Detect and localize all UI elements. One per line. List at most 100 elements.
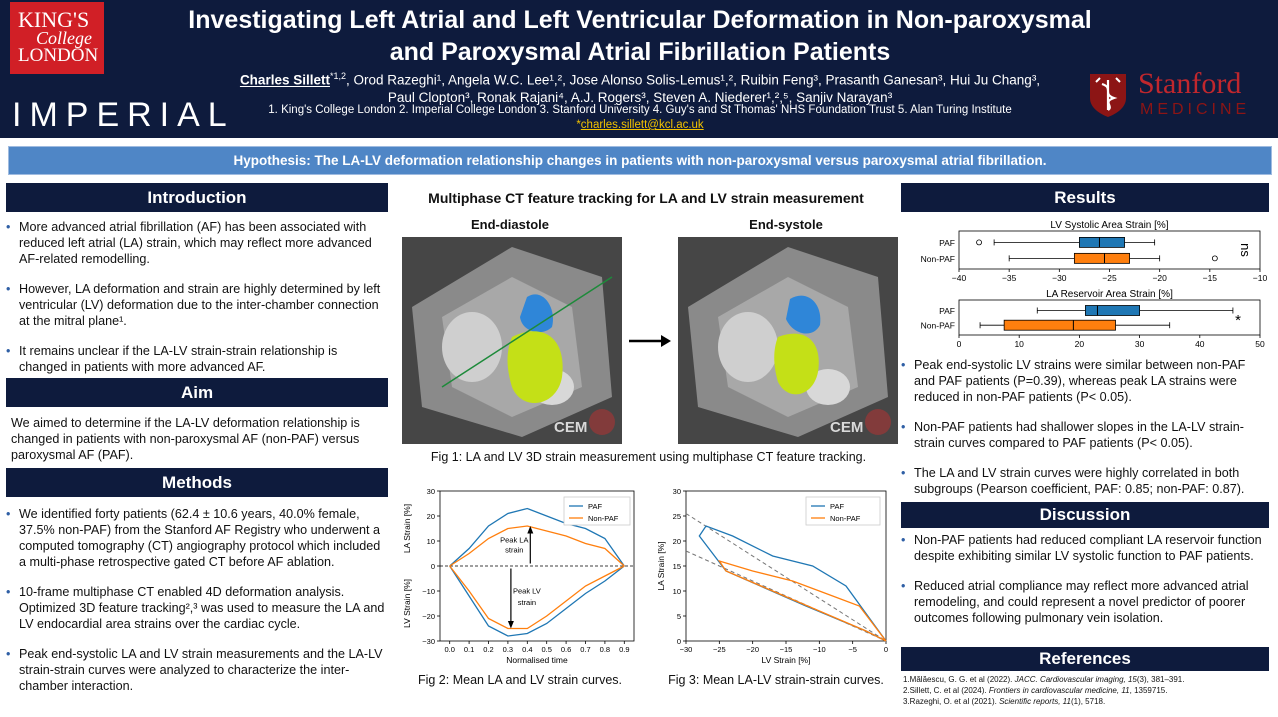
x-tick-label: 0.7	[580, 645, 590, 654]
significance-label: ns	[1238, 243, 1253, 257]
box-non-paf	[1073, 252, 1130, 264]
y-tick-label: −20	[422, 612, 435, 621]
reference-item: 2.Sillett, C. et al (2024). Frontiers in…	[903, 685, 1271, 696]
references-list: 1.Mălăescu, G. G. et al (2022). JACC. Ca…	[903, 674, 1271, 707]
ct-image-end-diastole: CEM	[402, 237, 622, 444]
y-tick-label: 10	[427, 537, 435, 546]
x-tick-label: 0.4	[522, 645, 532, 654]
list-item: 10-frame multiphase CT enabled 4D deform…	[6, 584, 388, 632]
kcl-logo-line2: College	[36, 28, 92, 48]
lv-curve-non-paf	[449, 565, 625, 630]
cemrg-watermark: CEM	[830, 419, 863, 436]
x-axis-label: Normalised time	[506, 655, 568, 665]
category-label: Non-PAF	[921, 254, 955, 264]
category-label: PAF	[939, 238, 955, 248]
box-paf	[1078, 236, 1125, 248]
poster-title: Investigating Left Atrial and Left Ventr…	[150, 4, 1130, 68]
annotation-label: strain	[505, 545, 523, 554]
list-item: Non-PAF patients had shallower slopes in…	[901, 419, 1269, 451]
x-tick-label: −5	[848, 645, 857, 654]
header-banner: KING'S College LONDON IMPERIAL Investiga…	[0, 0, 1278, 138]
presenter-sup: *1,2	[329, 71, 346, 81]
y-tick-label: 10	[673, 587, 681, 596]
significance-label: *	[1235, 312, 1241, 329]
presenter-name: Charles Sillett	[239, 72, 330, 88]
title-line-1: Investigating Left Atrial and Left Ventr…	[188, 6, 1092, 34]
email-link[interactable]: charles.sillett@kcl.ac.uk	[580, 119, 704, 131]
y-tick-label: 30	[673, 487, 681, 496]
arrow-right-icon	[629, 335, 671, 347]
outlier-point	[1211, 255, 1218, 262]
reference-pages: , 1359715.	[1129, 686, 1168, 695]
list-item: We identified forty patients (62.4 ± 10.…	[6, 506, 388, 570]
introduction-heading: Introduction	[6, 183, 388, 212]
discussion-list: Non-PAF patients had reduced compliant L…	[901, 532, 1269, 640]
figure2-caption: Fig 2: Mean LA and LV strain curves.	[417, 673, 623, 687]
x-tick-label: −10	[813, 645, 826, 654]
list-item: Reduced atrial compliance may reflect mo…	[901, 578, 1269, 626]
y-tick-label: −10	[422, 587, 435, 596]
reference-item: 3.Razeghi, O. et al (2021). Scientific r…	[903, 696, 1271, 707]
la-curve-non-paf	[449, 525, 625, 567]
arrow-head-icon	[507, 621, 514, 629]
kcl-logo-line1: KING'S	[18, 7, 90, 32]
strain-loop-non-paf	[717, 559, 887, 642]
regression-line	[685, 513, 887, 642]
figure1-title: Multiphase CT feature tracking for LA an…	[428, 190, 864, 206]
stanford-name: Stanford	[1138, 67, 1242, 100]
category-label: Non-PAF	[921, 321, 955, 331]
x-tick-label: 0.6	[561, 645, 571, 654]
y-tick-label: 30	[427, 487, 435, 496]
list-item: The LA and LV strain curves were highly …	[901, 465, 1269, 497]
ct-image-end-systole: CEM	[678, 237, 898, 444]
imperial-logo: IMPERIAL	[12, 96, 235, 134]
annotation-label: strain	[518, 598, 536, 607]
authors-line2: Paul Clopton³, Ronak Rajani⁴, A.J. Roger…	[387, 89, 893, 105]
label-end-systole: End-systole	[749, 217, 823, 232]
y-tick-label: 20	[673, 537, 681, 546]
boxplot-title: LV Systolic Area Strain [%]	[1050, 220, 1168, 231]
reference-authors: 1.Mălăescu, G. G. et al (2022).	[903, 675, 1015, 684]
figure1-caption: Fig 1: LA and LV 3D strain measurement u…	[430, 450, 867, 464]
x-tick-label: 0.2	[483, 645, 493, 654]
email-prefix: *	[576, 119, 581, 131]
y-tick-label: 0	[677, 637, 681, 646]
y-axis-label-bottom: LV Strain [%]	[402, 579, 412, 628]
hypothesis-banner: Hypothesis: The LA-LV deformation relati…	[8, 146, 1272, 175]
y-tick-label: 5	[677, 612, 681, 621]
x-tick-label: 0.9	[619, 645, 629, 654]
x-tick-label: 0.0	[444, 645, 454, 654]
figure3-caption: Fig 3: Mean LA-LV strain-strain curves.	[668, 673, 884, 687]
lv-strain-boxplot: LV Systolic Area Strain [%] PAF Non-PAF −40…	[921, 220, 1268, 283]
reference-journal: Scientific reports, 11	[999, 697, 1071, 706]
affiliation-text: 1. King's College London 2. Imperial Col…	[268, 104, 1012, 116]
list-item: Peak end-systolic LA and LV strain measu…	[6, 646, 388, 694]
reference-journal: JACC. Cardiovascular imaging, 15	[1014, 675, 1137, 684]
legend-box	[805, 496, 881, 526]
reference-authors: 2.Sillett, C. et al (2024).	[903, 686, 989, 695]
x-tick-label: 0.3	[503, 645, 513, 654]
y-axis-label: LA Strain [%]	[656, 541, 666, 590]
discussion-heading: Discussion	[901, 502, 1269, 528]
x-tick-label: −35	[1002, 273, 1017, 283]
reference-pages: (3), 381–391.	[1136, 675, 1185, 684]
label-end-diastole: End-diastole	[470, 217, 549, 232]
y-tick-label: 20	[427, 512, 435, 521]
plot-frame	[958, 299, 1261, 336]
boxplot-title: LA Reservoir Area Strain [%]	[1046, 289, 1173, 300]
reference-authors: 3.Razeghi, O. et al (2021).	[903, 697, 1000, 706]
x-tick-label: −30	[680, 645, 693, 654]
reference-pages: (1), 5718.	[1070, 697, 1106, 706]
author-list: Charles Sillett*1,2, Orod Razeghi¹, Ange…	[200, 68, 1080, 106]
y-tick-label: 15	[673, 562, 681, 571]
x-tick-label: 20	[1075, 339, 1085, 349]
reference-item: 1.Mălăescu, G. G. et al (2022). JACC. Ca…	[903, 674, 1271, 685]
references-heading: References	[901, 647, 1269, 671]
legend-label: PAF	[588, 502, 602, 511]
y-axis-label-top: LA Strain [%]	[402, 504, 412, 553]
box-non-paf	[1003, 319, 1116, 331]
kcl-logo: KING'S College LONDON	[10, 2, 104, 74]
outlier-point	[976, 239, 982, 246]
list-item: Non-PAF patients had reduced compliant L…	[901, 532, 1269, 564]
